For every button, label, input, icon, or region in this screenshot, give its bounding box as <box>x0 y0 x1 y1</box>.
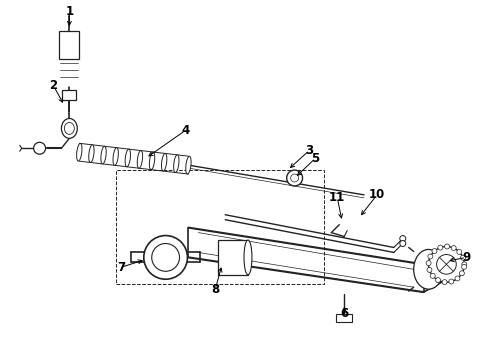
Circle shape <box>462 264 466 269</box>
Circle shape <box>460 271 465 276</box>
Text: 7: 7 <box>117 261 125 274</box>
Circle shape <box>400 235 406 242</box>
Text: 1: 1 <box>65 5 74 18</box>
Ellipse shape <box>186 156 191 174</box>
Ellipse shape <box>162 153 167 171</box>
Circle shape <box>144 235 188 279</box>
Text: 3: 3 <box>305 144 314 157</box>
Circle shape <box>457 249 462 255</box>
Circle shape <box>442 280 447 285</box>
Circle shape <box>400 240 406 247</box>
Ellipse shape <box>89 145 94 162</box>
Circle shape <box>287 170 302 186</box>
Ellipse shape <box>149 152 155 170</box>
Circle shape <box>436 278 441 283</box>
Bar <box>62 90 76 100</box>
Circle shape <box>462 262 467 267</box>
Circle shape <box>34 142 46 154</box>
Text: 6: 6 <box>340 307 348 320</box>
Text: 8: 8 <box>211 283 220 296</box>
Text: 4: 4 <box>181 124 190 137</box>
Circle shape <box>428 254 433 259</box>
Bar <box>218 240 248 275</box>
Circle shape <box>449 279 454 284</box>
Circle shape <box>426 261 431 266</box>
Text: 5: 5 <box>311 152 319 165</box>
Ellipse shape <box>125 149 130 167</box>
Circle shape <box>429 247 465 282</box>
Ellipse shape <box>76 143 82 161</box>
Ellipse shape <box>173 155 179 172</box>
Ellipse shape <box>137 150 143 168</box>
Text: 10: 10 <box>369 188 385 201</box>
Ellipse shape <box>61 118 77 138</box>
Ellipse shape <box>101 146 106 164</box>
Circle shape <box>444 244 449 249</box>
Circle shape <box>461 255 465 260</box>
Ellipse shape <box>64 122 74 134</box>
Circle shape <box>432 249 437 253</box>
Circle shape <box>430 273 435 278</box>
Circle shape <box>291 174 298 182</box>
Circle shape <box>438 245 443 250</box>
Circle shape <box>152 243 179 271</box>
Bar <box>336 314 352 322</box>
Circle shape <box>427 267 432 273</box>
Ellipse shape <box>414 249 443 289</box>
Bar <box>116 170 324 284</box>
Text: 9: 9 <box>462 251 470 264</box>
Circle shape <box>437 255 456 274</box>
Ellipse shape <box>244 240 252 275</box>
Ellipse shape <box>113 148 119 165</box>
Text: 2: 2 <box>49 79 57 92</box>
Bar <box>59 31 79 59</box>
Text: 11: 11 <box>329 192 345 204</box>
Circle shape <box>451 246 456 251</box>
Circle shape <box>455 276 460 281</box>
